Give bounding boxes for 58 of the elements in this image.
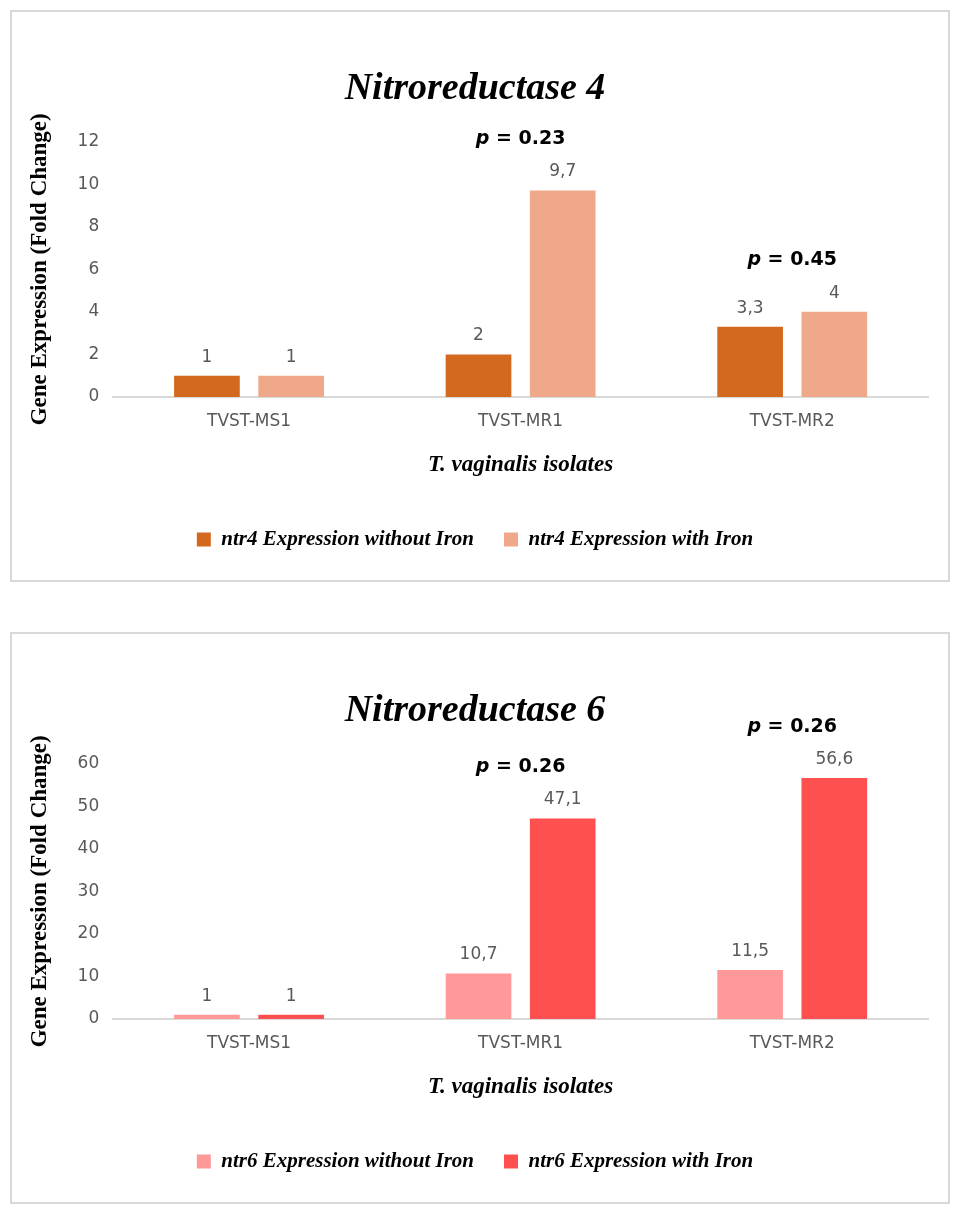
legend-label: ntr6 Expression with Iron: [528, 1147, 754, 1172]
y-tick-label: 12: [77, 130, 100, 151]
y-tick-label: 8: [88, 215, 100, 236]
y-tick-label: 30: [77, 879, 100, 900]
data-label: 9,7: [549, 160, 577, 181]
bar: [529, 818, 596, 1019]
bar: [174, 375, 240, 397]
bar: [445, 973, 512, 1019]
y-tick-label: 20: [77, 922, 100, 943]
x-tick-label: TVST-MR2: [748, 409, 835, 430]
y-tick-label: 10: [77, 964, 100, 985]
data-label: 1: [285, 984, 297, 1005]
data-label: 56,6: [815, 747, 854, 768]
legend-label: ntr4 Expression without Iron: [221, 525, 475, 550]
bar: [529, 190, 596, 397]
y-tick-label: 0: [88, 1007, 100, 1028]
annotation: p = 0.45: [746, 247, 838, 270]
y-tick-label: 6: [88, 257, 100, 278]
data-label: 4: [828, 281, 840, 302]
data-label: 11,5: [731, 939, 770, 960]
bar: [174, 1014, 240, 1019]
x-tick-label: TVST-MR1: [477, 1031, 564, 1052]
annotation: p = 0.26: [474, 753, 566, 776]
bar: [717, 326, 783, 397]
chart-title: Nitroreductase 6: [343, 686, 606, 729]
x-tick-label: TVST-MR2: [748, 1031, 835, 1052]
legend-label: ntr6 Expression without Iron: [221, 1147, 475, 1172]
data-label: 2: [473, 324, 484, 345]
bar: [801, 778, 868, 1019]
bar: [801, 311, 868, 397]
x-axis-title: T. vaginalis isolates: [428, 451, 614, 477]
bar: [445, 354, 512, 397]
y-tick-label: 2: [88, 342, 100, 363]
x-tick-label: TVST-MR1: [477, 409, 564, 430]
y-tick-label: 50: [77, 794, 100, 815]
x-tick-label: TVST-MS1: [206, 1031, 292, 1052]
bar: [258, 375, 324, 397]
y-tick-label: 10: [77, 172, 100, 193]
bar: [258, 1014, 324, 1019]
data-label: 3,3: [736, 296, 764, 317]
x-tick-label: TVST-MS1: [206, 409, 292, 430]
y-axis-title: Gene Expression (Fold Change): [25, 113, 51, 426]
bar: [717, 970, 783, 1019]
y-tick-label: 40: [77, 837, 100, 858]
x-axis-title: T. vaginalis isolates: [428, 1073, 614, 1099]
y-axis-title: Gene Expression (Fold Change): [25, 735, 51, 1048]
text: p = 0.26: [746, 713, 838, 736]
y-tick-label: 4: [88, 300, 100, 321]
chart-title: Nitroreductase 4: [343, 64, 606, 107]
legend-label: ntr4 Expression with Iron: [528, 525, 754, 550]
y-tick-label: 0: [88, 385, 100, 406]
y-tick-label: 60: [77, 752, 100, 773]
data-label: 10,7: [459, 943, 498, 964]
data-label: 1: [201, 345, 213, 366]
data-label: 1: [201, 984, 213, 1005]
annotation: p = 0.23: [474, 125, 566, 148]
data-label: 47,1: [543, 788, 582, 809]
data-label: 1: [285, 345, 297, 366]
